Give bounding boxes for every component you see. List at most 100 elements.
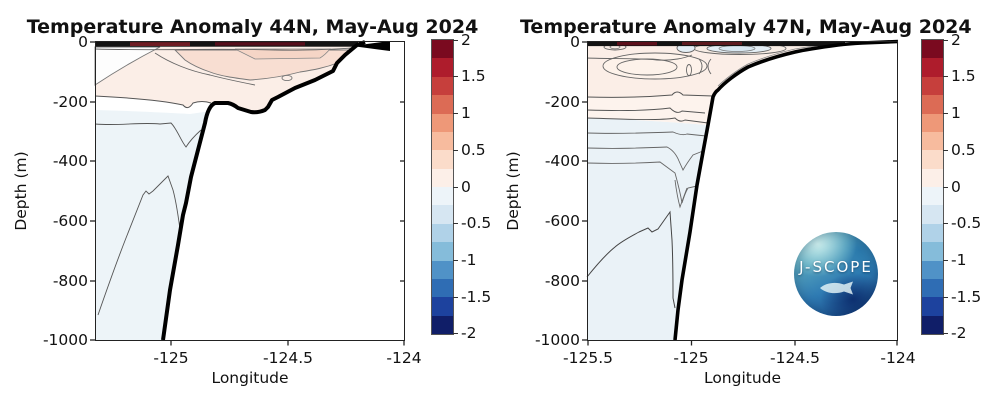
colorbar-block [432,40,453,59]
colorbar-tick [943,187,948,189]
colorbar-block [922,58,943,77]
colorbar-block [922,223,943,243]
panel2-pale-warm-strip [587,92,713,125]
panel1-contour-oval [281,74,293,82]
colorbar-block [432,131,453,151]
colorbar-label: -0.5 [461,214,492,232]
panel2-surface-warm-patch [617,42,657,46]
colorbar-tick [943,223,948,225]
panel1-colorbar [431,39,454,335]
colorbar-tick [453,223,458,225]
panel1-bathymetry-line [161,40,366,341]
panel2-axes-box [587,41,898,341]
xtick-label: -124 [386,349,422,367]
fish-icon [820,281,853,295]
colorbar-block [432,58,453,77]
xtick-label: -125 [673,349,709,367]
colorbar-label: -1 [461,251,477,269]
colorbar-block [432,278,453,298]
panel2-axis-ticks [582,41,898,346]
xtick-label: -124 [880,349,916,367]
colorbar-block [922,315,943,334]
ytick-label: -200 [52,93,88,111]
colorbar-tick [453,333,458,335]
colorbar-block [432,205,453,224]
colorbar-label: -0.5 [951,214,982,232]
colorbar-block [432,76,453,96]
jscope-logo: J-SCOPE [794,232,878,316]
ytick-label: -600 [544,212,580,230]
panel1-coast-wedge [352,41,390,51]
panel1-axes-box [95,41,405,341]
jscope-logo-text: J-SCOPE [799,258,873,276]
colorbar-block [432,260,453,279]
colorbar-block [432,315,453,334]
ytick-label: -1000 [42,331,88,349]
panel1-ylabel: Depth (m) [12,151,30,231]
colorbar-tick [453,187,458,189]
colorbar-label: 0 [951,178,961,196]
colorbar-block [922,131,943,151]
colorbar-block [922,278,943,298]
colorbar-label: 0.5 [951,141,976,159]
colorbar-tick [453,297,458,299]
ytick-label: 0 [570,33,580,51]
colorbar-tick [943,260,948,262]
panel2-subsurface-loop [602,52,708,80]
colorbar-tick [943,113,948,115]
colorbar-tick [943,150,948,152]
ytick-label: -1000 [534,331,580,349]
panel2-sliver-loop [686,64,692,76]
colorbar-label: -1 [951,251,967,269]
xtick-label: -125 [153,349,189,367]
panel1-warm-patch-inner [234,48,331,60]
colorbar-block [922,168,943,187]
panel2-bathymetry-line [673,39,899,341]
panel2-eddy-loop-inner [718,45,756,52]
panel2-contour-lines [586,42,846,309]
colorbar-block [432,95,453,114]
ytick-label: -200 [544,93,580,111]
colorbar-block [432,187,453,206]
colorbar-label: 1.5 [951,67,976,85]
panel2-cool-region [587,118,708,341]
colorbar-block [922,76,943,96]
ytick-label: -800 [52,272,88,290]
panel2-contour-plot [582,39,899,346]
panel1-seafloor-mask [163,42,405,341]
ytick-label: -400 [544,152,580,170]
colorbar-label: 1.5 [461,67,486,85]
panel2-xlabel: Longitude [703,369,782,387]
panel2-ylabel: Depth (m) [504,151,522,231]
ytick-label: -400 [52,152,88,170]
colorbar-block [432,242,453,261]
colorbar-tick [943,297,948,299]
colorbar-label: 1 [461,104,471,122]
ytick-label: 0 [78,33,88,51]
panel1-axis-ticks [90,41,405,346]
colorbar-block [922,150,943,169]
panel1-surface-warm-patch [130,42,190,46]
ytick-label: -600 [52,212,88,230]
panel2-colorbar [921,39,944,335]
panel2-surface-warm-patch2 [682,42,742,45]
colorbar-label: -1.5 [951,288,982,306]
colorbar-block [432,113,453,132]
colorbar-label: 0 [461,178,471,196]
colorbar-block [922,260,943,279]
colorbar-block [922,205,943,224]
colorbar-tick [453,260,458,262]
colorbar-tick [453,150,458,152]
panel1-cool-region [95,110,211,341]
colorbar-block [922,187,943,206]
panel1-neutral-wedge [94,46,161,86]
xtick-label: -125.5 [563,349,613,367]
ytick-label: -800 [544,272,580,290]
colorbar-tick [943,76,948,78]
colorbar-label: 2 [951,31,961,49]
colorbar-block [432,150,453,169]
panel1-surface-warm-patch2 [215,42,305,46]
colorbar-label: -2 [461,324,477,342]
colorbar-block [432,297,453,316]
